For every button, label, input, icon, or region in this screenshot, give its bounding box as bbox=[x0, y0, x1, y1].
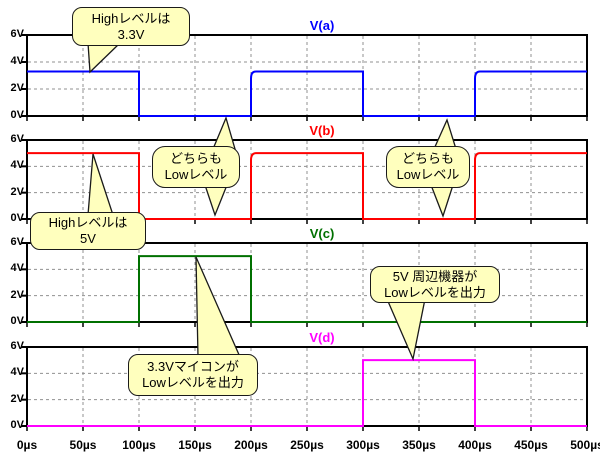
callout-text-line: どちらも bbox=[401, 151, 454, 167]
y-tick-label: 4V bbox=[10, 262, 24, 275]
y-tick-label: 4V bbox=[10, 366, 24, 379]
callout-high-level-5v: Highレベルは 5V bbox=[30, 212, 146, 250]
panel-title: V(b) bbox=[309, 123, 335, 138]
callout-text-line: Lowレベルを出力 bbox=[384, 284, 486, 300]
callout-text-line: どちらも bbox=[169, 151, 222, 167]
y-tick-label: 4V bbox=[10, 159, 24, 172]
callout-text-line: Lowレベル bbox=[164, 167, 228, 182]
trace-V(b) bbox=[27, 152, 587, 220]
x-tick-label: 350µs bbox=[402, 438, 436, 452]
callout-text-line: 3.3Vマイコンが bbox=[147, 359, 239, 375]
x-tick-label: 200µs bbox=[234, 438, 268, 452]
callout-tail-high-3v3 bbox=[87, 42, 122, 74]
x-tick-label: 500µs bbox=[570, 438, 600, 452]
y-tick-label: 2V bbox=[10, 185, 24, 198]
panel-title: V(a) bbox=[309, 18, 335, 33]
callout-text-line: Lowレベル bbox=[396, 167, 460, 182]
x-tick-label: 450µs bbox=[514, 438, 548, 452]
trace-layer bbox=[27, 70, 587, 427]
x-tick-label: 0µs bbox=[16, 438, 38, 452]
y-tick-label: 6V bbox=[10, 133, 24, 145]
callout-text-line: Highレベルは bbox=[48, 215, 128, 231]
panel-frame bbox=[26, 34, 588, 117]
y-tick-label: 4V bbox=[10, 55, 24, 67]
x-tick-label: 100µs bbox=[122, 438, 156, 452]
callout-tail-both-low-left-down bbox=[204, 184, 228, 217]
trace-V(a) bbox=[27, 70, 587, 117]
panel-title: V(d) bbox=[309, 330, 335, 345]
callout-text-line: Lowレベルを出力 bbox=[142, 375, 244, 390]
trace-V(d) bbox=[27, 359, 587, 427]
y-tick-label: 0V bbox=[10, 212, 24, 224]
callout-periph-low-output: 5V 周辺機器が Lowレベルを出力 bbox=[370, 266, 500, 303]
y-tick-label: 0V bbox=[10, 109, 24, 121]
callout-text-line: Highレベルは bbox=[91, 10, 171, 26]
y-tick-label: 2V bbox=[10, 82, 24, 94]
callout-mcu-low-output: 3.3Vマイコンが Lowレベルを出力 bbox=[128, 354, 258, 396]
callout-text-line: 5V bbox=[80, 231, 96, 246]
y-tick-label: 6V bbox=[10, 236, 24, 248]
y-tick-label: 0V bbox=[10, 315, 24, 327]
x-tick-label: 250µs bbox=[290, 438, 324, 452]
callout-tail-high-5v bbox=[87, 153, 114, 216]
panel-frame bbox=[26, 139, 588, 220]
callout-tail-mcu-low bbox=[195, 256, 241, 358]
trace-V(c) bbox=[27, 255, 587, 323]
x-tick-label: 400µs bbox=[458, 438, 492, 452]
callout-high-level-3v3: Highレベルは 3.3V bbox=[72, 7, 190, 46]
callout-tail-layer bbox=[87, 42, 457, 362]
x-tick-label: 50µs bbox=[69, 438, 97, 452]
panel-title: V(c) bbox=[309, 226, 335, 241]
callout-both-low-right: どちらも Lowレベル bbox=[386, 146, 470, 188]
y-tick-label: 2V bbox=[10, 392, 24, 405]
callout-tail-both-low-right-up bbox=[432, 118, 457, 150]
callout-tail-both-low-left-up bbox=[212, 116, 236, 150]
y-tick-label: 0V bbox=[10, 419, 24, 431]
callout-tail-both-low-right-down bbox=[430, 184, 454, 218]
y-tick-label: 2V bbox=[10, 288, 24, 301]
y-tick-label: 6V bbox=[10, 28, 24, 40]
callout-both-low-left: どちらも Lowレベル bbox=[152, 146, 240, 188]
x-tick-label: 300µs bbox=[346, 438, 380, 452]
callout-text-line: 3.3V bbox=[117, 26, 145, 42]
callout-text-line: 5V 周辺機器が bbox=[392, 268, 478, 284]
y-tick-label: 6V bbox=[10, 340, 24, 352]
x-tick-label: 150µs bbox=[178, 438, 212, 452]
